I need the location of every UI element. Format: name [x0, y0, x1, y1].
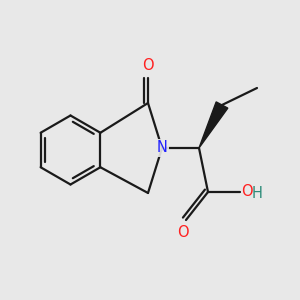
Text: H: H [251, 186, 262, 201]
Text: O: O [142, 58, 154, 73]
Text: O: O [242, 184, 253, 199]
Polygon shape [199, 102, 228, 148]
Text: O: O [177, 225, 189, 240]
Text: N: N [157, 140, 167, 155]
